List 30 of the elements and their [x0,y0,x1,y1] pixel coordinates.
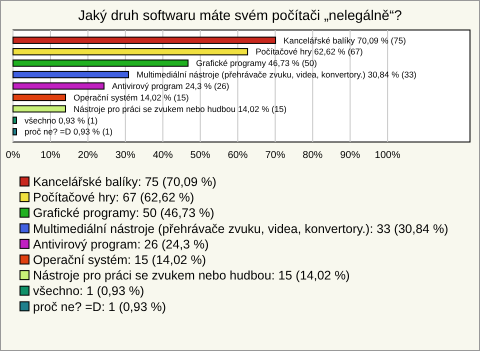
x-tick-label: 30% [115,150,136,161]
x-tick-label: 40% [152,150,173,161]
text: proč ne? =D: 1 (0,93 %) [33,300,166,314]
chart-title: Jaký druh softwaru máte svém počítači „nelegálně“? [78,7,402,23]
category-label: Počítačové hry 62,62 % (67) [256,46,363,57]
text: Antivirový program: 26 (24,3 %) [33,237,209,252]
category-label: proč ne? =D 0,93 % (1) [24,126,113,137]
category-label: Kancelářské balíky 70,09 % (75) [284,35,406,46]
x-tick-label: 50% [190,150,210,161]
text: Multimediální nástroje (přehrávače zvuku, videa, konvertory.): 33 (30,84 %) [33,222,448,236]
category-label: Antivirový program 24,3 % (26) [112,81,230,91]
category-label: Nástroje pro práci se zvukem nebo hudbou 14,02 % (15) [74,104,287,114]
text: Počítačové hry: 67 (62,62 %) [33,190,194,205]
category-label: Grafické programy 46,73 % (50) [196,58,317,68]
x-tick-label: 80% [302,150,323,161]
category-label: Operační systém 14,02 % (15) [74,92,189,102]
text: Grafické programy: 50 (46,73 %) [33,206,214,220]
text: Nástroje pro práci se zvukem nebo hudbou: 15 (14,02 %) [33,268,350,283]
text: Operační systém: 15 (14,02 %) [33,253,206,267]
x-tick-label: 20% [78,150,98,161]
x-tick-label: 90% [340,150,360,161]
category-label: všechno 0,93 % (1) [24,115,98,126]
category-label: Multimediální nástroje (přehrávače zvuku, videa, konvertory.) 30,84 % (33) [136,70,417,80]
x-tick-label: 0% [6,150,20,161]
x-tick-label: 10% [40,150,61,161]
x-tick-label: 70% [265,150,286,161]
x-tick-label: 100% [374,150,400,161]
x-tick-label: 60% [228,150,248,161]
text: Kancelářské balíky: 75 (70,09 %) [33,175,216,189]
text: všechno: 1 (0,93 %) [33,284,144,298]
